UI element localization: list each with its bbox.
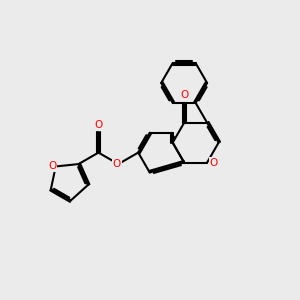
Text: O: O: [180, 91, 188, 100]
Text: O: O: [113, 159, 121, 169]
Text: O: O: [94, 120, 103, 130]
Text: O: O: [209, 158, 218, 167]
Text: O: O: [48, 161, 56, 172]
